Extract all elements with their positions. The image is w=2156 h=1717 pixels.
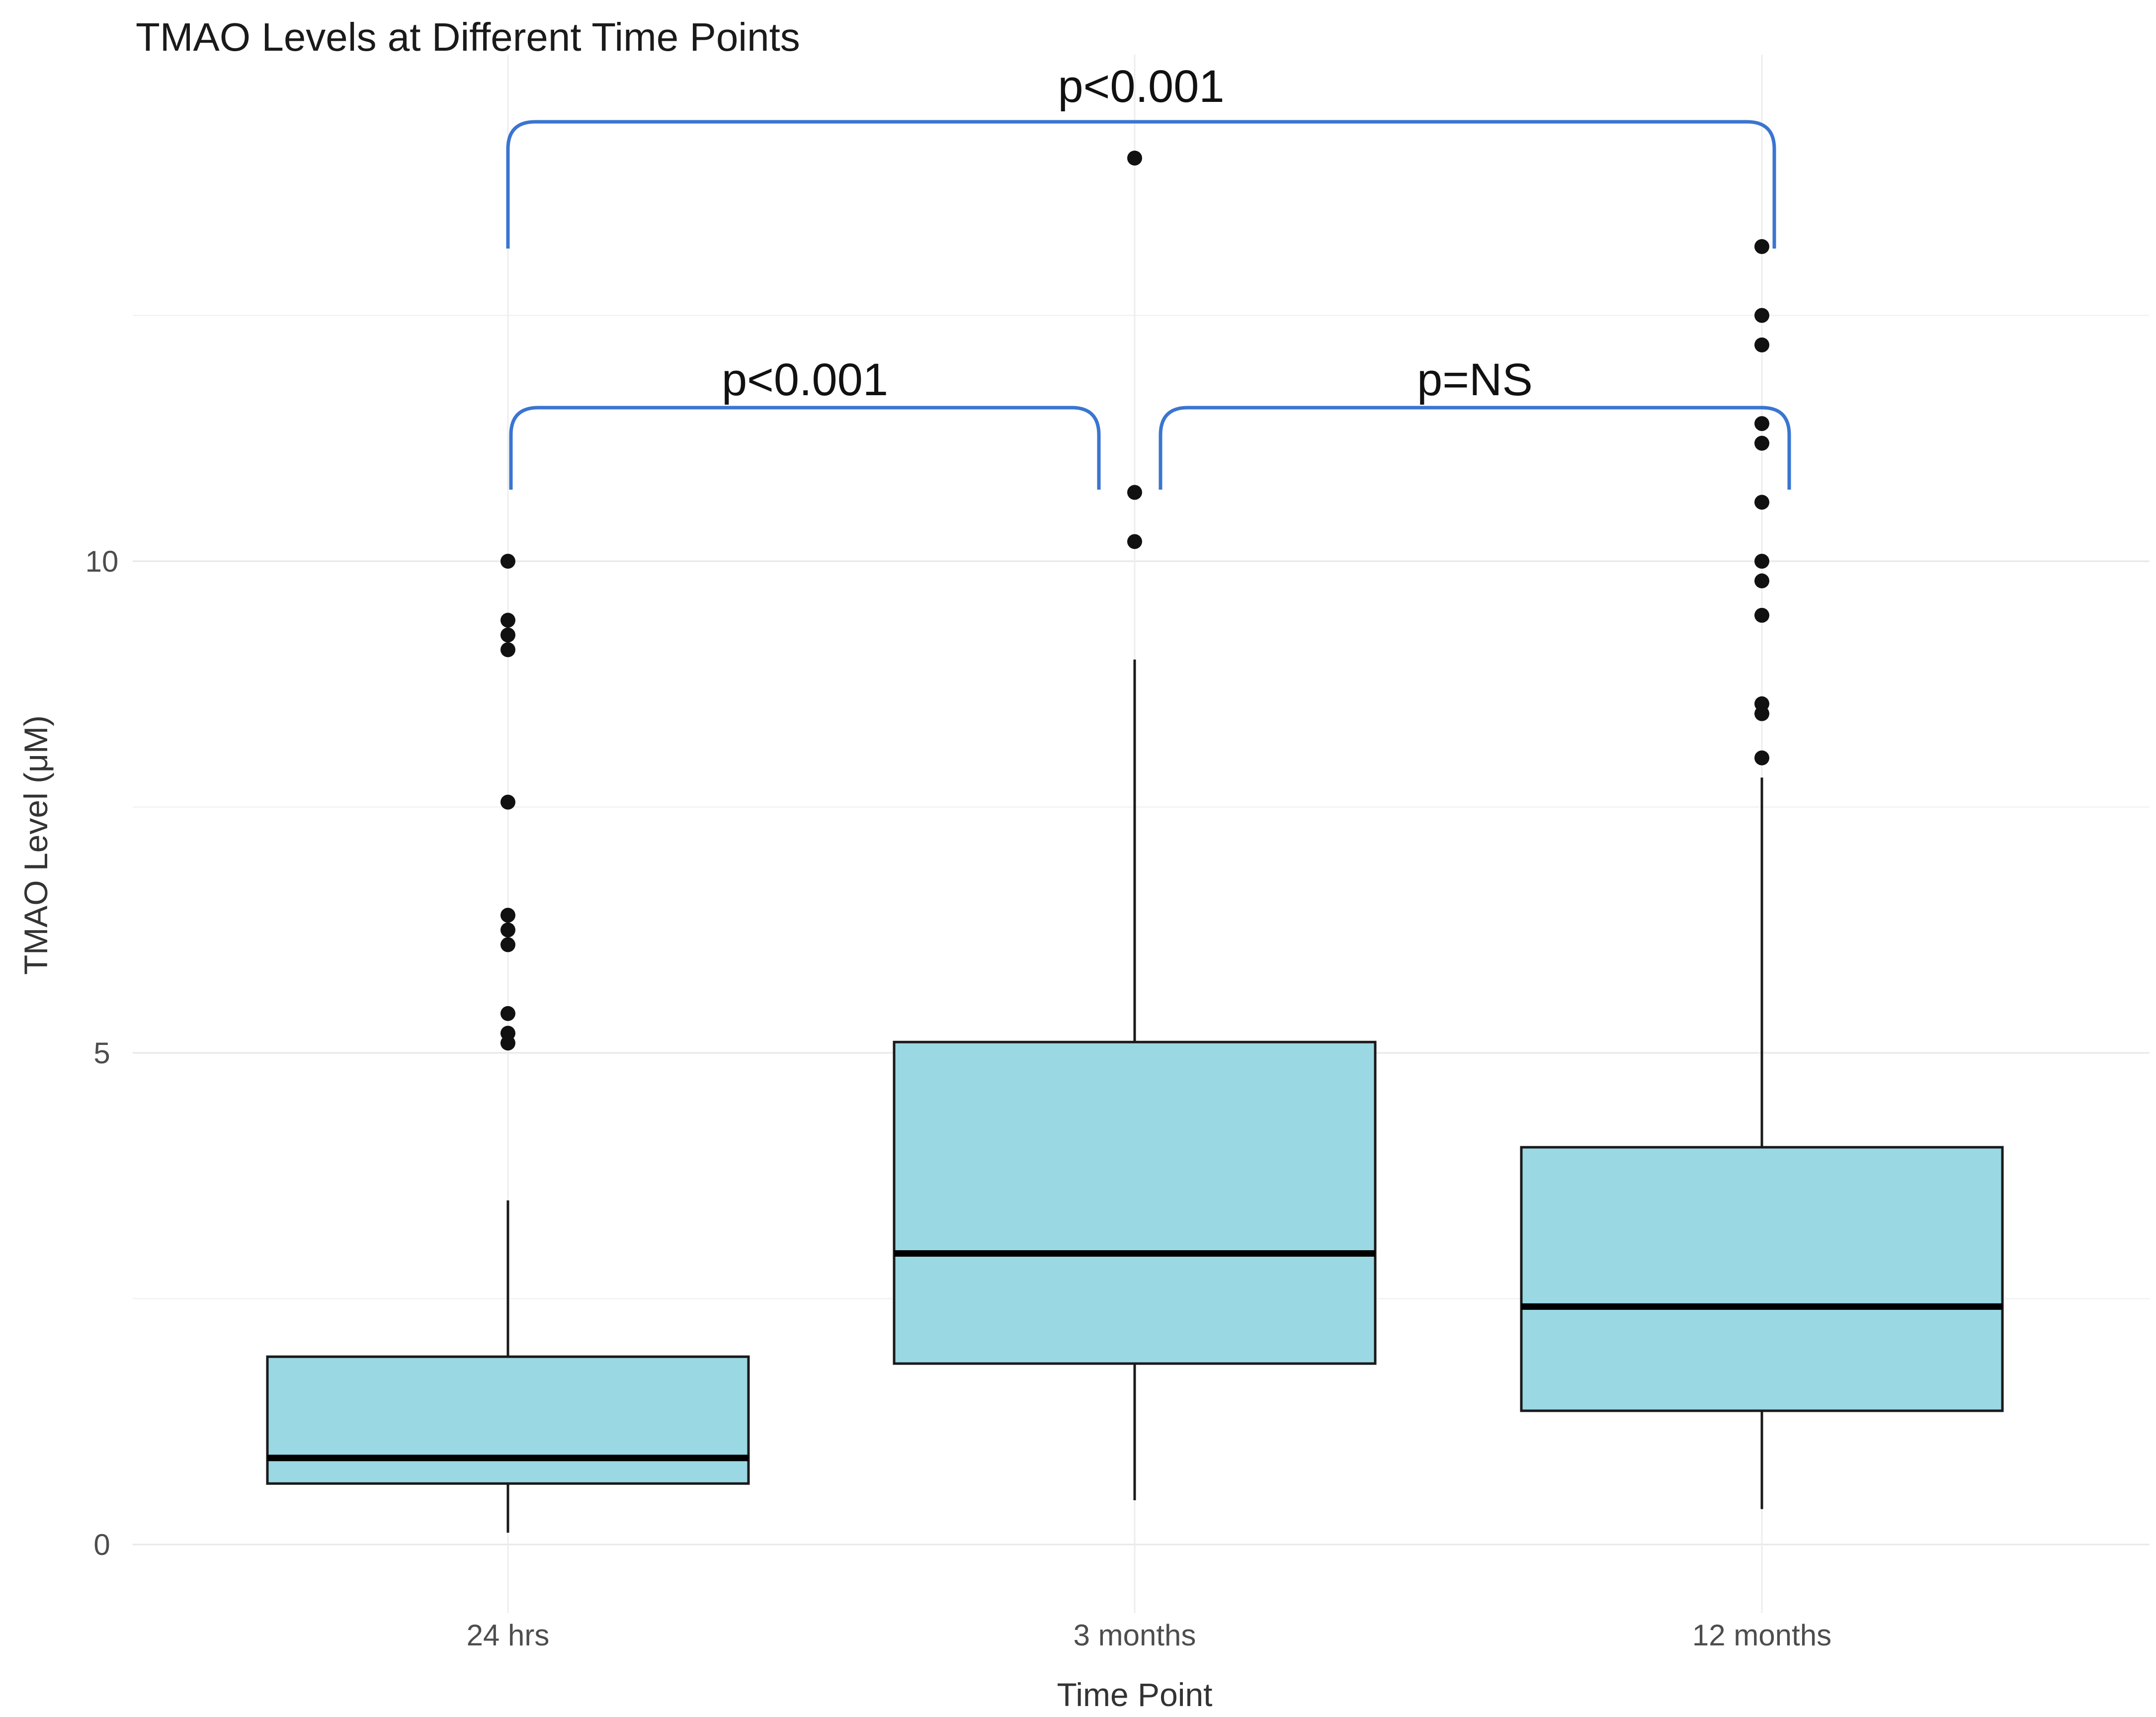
outlier-dot bbox=[1127, 485, 1142, 500]
outlier-dot bbox=[500, 794, 515, 810]
axis-ticks-layer: 0 5 10 bbox=[85, 545, 119, 1561]
significance-label: p=NS bbox=[1417, 354, 1533, 405]
outlier-dot bbox=[500, 642, 515, 658]
outlier-dot bbox=[1754, 573, 1769, 589]
outlier-dot bbox=[500, 908, 515, 923]
significance-layer: p<0.001 p=NS p<0.001 bbox=[506, 61, 1791, 490]
outlier-dot bbox=[1754, 495, 1769, 510]
outlier-dot bbox=[1754, 554, 1769, 569]
x-tick-label: 12 months bbox=[1692, 1619, 1831, 1652]
outlier-dot bbox=[1754, 308, 1769, 323]
box-iqr bbox=[893, 1040, 1377, 1365]
y-tick-label: 5 bbox=[93, 1036, 110, 1070]
outlier-dot bbox=[500, 937, 515, 952]
x-axis-title: Time Point bbox=[1057, 1676, 1213, 1713]
outlier-dot bbox=[500, 1026, 515, 1041]
significance-bracket bbox=[1159, 406, 1791, 490]
y-tick-label: 10 bbox=[85, 545, 119, 578]
outlier-dot bbox=[1754, 435, 1769, 451]
outlier-dot bbox=[500, 612, 515, 628]
box-iqr bbox=[1520, 1146, 2004, 1412]
x-tick-label: 3 months bbox=[1074, 1619, 1196, 1652]
outlier-dot bbox=[1127, 151, 1142, 166]
significance-label: p<0.001 bbox=[1058, 61, 1224, 112]
outlier-dot bbox=[500, 922, 515, 938]
significance-label: p<0.001 bbox=[722, 354, 888, 405]
outlier-dot bbox=[500, 627, 515, 643]
outlier-dot bbox=[1754, 416, 1769, 431]
outlier-dot bbox=[1754, 337, 1769, 352]
box-iqr bbox=[266, 1355, 750, 1485]
outlier-dot bbox=[1754, 696, 1769, 711]
outlier-dot bbox=[1754, 607, 1769, 623]
x-tick-label: 24 hrs bbox=[467, 1619, 550, 1652]
y-axis-title: TMAO Level (μM) bbox=[17, 715, 54, 975]
outlier-dot bbox=[1127, 534, 1142, 549]
outlier-dot bbox=[1754, 750, 1769, 766]
boxes-layer: 24 hrs 3 months 12 months bbox=[266, 151, 2004, 1652]
chart-title: TMAO Levels at Different Time Points bbox=[136, 15, 800, 59]
significance-bracket bbox=[509, 406, 1101, 490]
outlier-dot bbox=[1754, 239, 1769, 255]
outlier-dot bbox=[500, 1006, 515, 1021]
significance-bracket bbox=[506, 120, 1776, 249]
y-tick-label: 0 bbox=[93, 1528, 110, 1561]
outlier-dot bbox=[500, 554, 515, 569]
